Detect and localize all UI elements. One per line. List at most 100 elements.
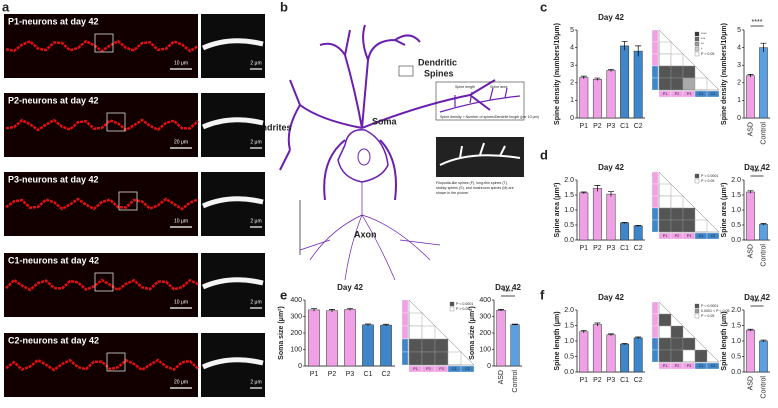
legend-swatch (694, 178, 700, 184)
y-tick-label: 1.0 (731, 207, 741, 214)
y-tick-label: 0.0 (731, 237, 741, 244)
roi-box (94, 272, 114, 292)
heatmap-cell (421, 351, 436, 366)
micrograph-label: C1-neurons at day 42 (8, 255, 99, 265)
roi-box (106, 112, 126, 132)
legend-swatch (694, 36, 700, 42)
heatmap-cell (670, 195, 684, 209)
y-tick-label: 100 (290, 346, 302, 353)
bar (759, 340, 768, 373)
bar (592, 79, 602, 119)
significance-label: **** (752, 169, 763, 176)
micrograph-label: P1-neurons at day 42 (8, 16, 99, 26)
y-tick-label: 400 (290, 297, 302, 304)
strip (401, 325, 409, 340)
x-tick-label: C1 (620, 245, 629, 252)
error-bar (747, 190, 754, 194)
strip-label: P3 (687, 364, 691, 368)
bar (746, 329, 755, 373)
axon-label: Axon (354, 229, 377, 239)
heatmap-cell (658, 219, 672, 233)
roi-box (106, 352, 126, 372)
heatmap-cell (434, 338, 449, 353)
error-bar (608, 333, 614, 336)
scale-label: 10 μm (174, 218, 188, 224)
panel-label: d (540, 147, 548, 162)
error-bar (498, 309, 504, 312)
heatmap-cell (421, 325, 436, 340)
heatmap-cell (694, 77, 708, 91)
heatmap-cell (447, 351, 462, 366)
x-tick-label: C1 (364, 371, 373, 378)
x-tick-label: P2 (328, 371, 337, 378)
strip-label: C1 (699, 364, 704, 368)
y-tick-label: 1 (737, 97, 741, 104)
bar (510, 324, 520, 367)
x-tick-label: P1 (580, 377, 589, 384)
bar (579, 192, 589, 241)
x-tick-label: P3 (607, 245, 616, 252)
x-tick-label: P3 (607, 123, 616, 130)
heatmap-cell (682, 65, 696, 79)
legend-label: P < 0.0001 (701, 174, 718, 178)
heatmap-cell (682, 349, 696, 363)
error-bar (760, 42, 767, 52)
x-tick-label: Control (760, 122, 767, 145)
legend-label: *** (701, 37, 706, 41)
x-tick-label: P2 (593, 377, 602, 384)
strip (651, 53, 659, 67)
strip-label: C2 (711, 92, 716, 96)
heatmap-cell (682, 77, 696, 91)
error-bar (635, 45, 642, 57)
strip-label: P1 (663, 234, 667, 238)
error-bar (329, 309, 335, 313)
x-tick-label: C2 (634, 377, 643, 384)
heatmap-cell (434, 351, 449, 366)
bar (746, 191, 755, 241)
y-tick-label: 2.0 (731, 307, 741, 314)
legend-swatch (694, 173, 700, 179)
bar (606, 334, 616, 373)
error-bar (621, 343, 628, 345)
scale-label: 2 μm (250, 379, 261, 385)
y-tick-label: 5 (570, 27, 574, 34)
heatmap-cell (670, 325, 684, 339)
strip-label: C2 (465, 367, 470, 371)
inset-neurite (201, 117, 264, 130)
error-bar (512, 323, 518, 326)
legend-swatch (694, 46, 700, 52)
inset-label: Spine length (455, 85, 475, 89)
error-bar (608, 191, 614, 197)
bar (633, 50, 643, 119)
y-axis-label: Spine area (μm²) (721, 183, 728, 238)
x-tick-label: P1 (310, 371, 319, 378)
heatmap-cell (658, 337, 672, 351)
legend-swatch (694, 41, 700, 47)
strip (651, 29, 659, 43)
heatmap-cell (694, 219, 708, 233)
y-axis-label: Soma size (μm²) (469, 306, 476, 360)
x-tick-label: C1 (620, 377, 629, 384)
error-bar (635, 224, 642, 227)
heatmap-cell (670, 337, 684, 351)
strip-label: P3 (687, 234, 691, 238)
inset-neurite (201, 196, 264, 209)
bar (633, 337, 643, 373)
legend-label: **** (701, 32, 707, 36)
error-bar (580, 191, 587, 194)
legend-label: P < 0.0001 (701, 304, 718, 308)
strip (706, 362, 720, 370)
inset-neurite (201, 38, 264, 51)
y-tick-label: 1.5 (731, 322, 741, 329)
strip (651, 349, 659, 363)
strip-label: P2 (675, 364, 679, 368)
bar (759, 224, 768, 241)
strip-label: P3 (439, 367, 443, 371)
strip (401, 312, 409, 327)
inset-neurite (201, 357, 264, 370)
heatmap-cell (658, 349, 672, 363)
y-tick-label: 1 (570, 97, 574, 104)
neurite (5, 278, 199, 292)
caption: Filopodia-like spines (F), long-thin spi… (436, 181, 508, 185)
chart-title: Day 42 (337, 283, 363, 292)
